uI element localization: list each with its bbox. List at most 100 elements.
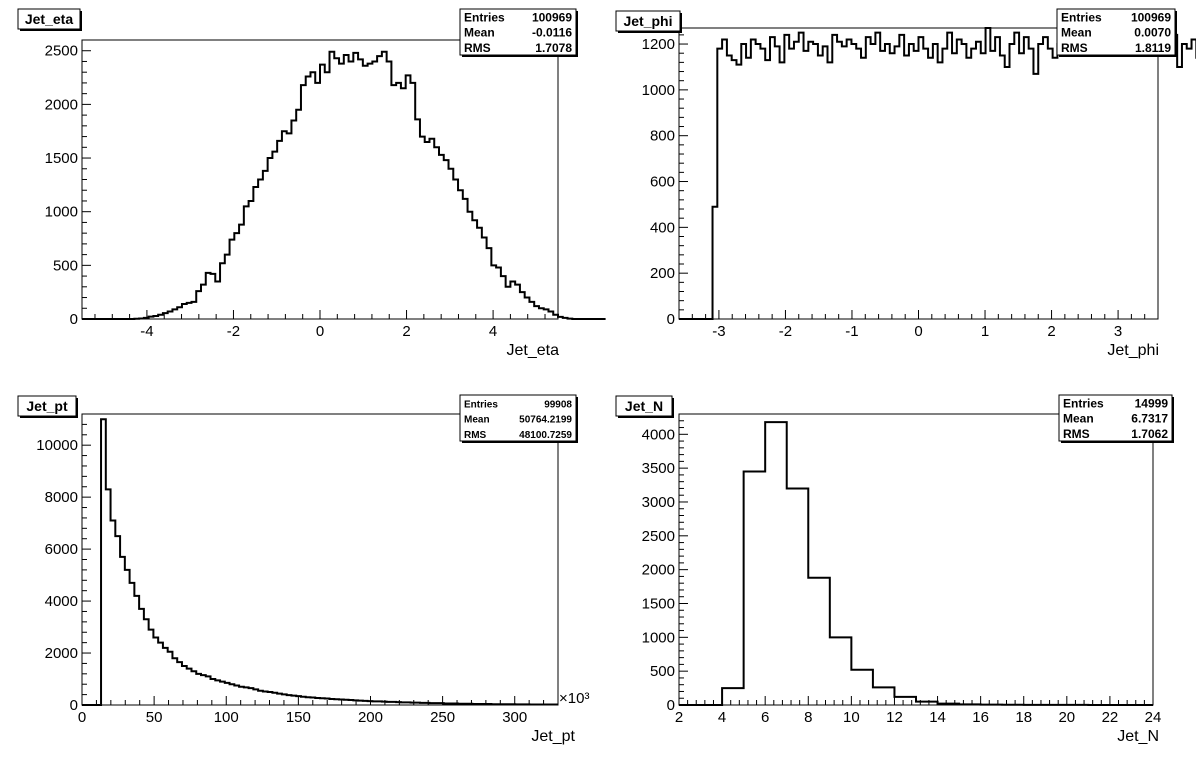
histogram-bin — [115, 536, 120, 705]
stats-value: 48100.7259 — [519, 430, 572, 441]
histogram-bin — [291, 120, 296, 319]
x-tick-label: 20 — [1058, 709, 1075, 726]
histogram-bin — [1033, 74, 1038, 319]
y-tick-label: 0 — [667, 697, 675, 714]
histogram-bin — [1077, 46, 1082, 319]
y-tick-label: 600 — [650, 174, 675, 191]
y-tick-label: 1500 — [45, 150, 78, 167]
x-axis-title: Jet_N — [1117, 728, 1159, 745]
histogram-bin — [191, 302, 196, 319]
chart-title: Jet_pt — [26, 398, 68, 414]
histogram-bin — [1134, 33, 1139, 319]
histogram-bin — [808, 578, 830, 705]
histogram-bin — [249, 201, 254, 319]
x-tick-label: -2 — [779, 323, 792, 340]
histogram-bin — [923, 49, 928, 319]
stats-value: 99908 — [544, 399, 572, 410]
histogram-bin — [722, 39, 727, 319]
histogram-bin — [894, 697, 916, 705]
y-tick-label: 4000 — [642, 426, 675, 443]
title-box — [615, 10, 681, 32]
histogram-bars — [101, 419, 558, 705]
histogram-bars — [713, 28, 1196, 319]
histogram-bin — [268, 158, 273, 319]
histogram-bin — [947, 33, 952, 319]
histogram-bin — [895, 46, 900, 319]
histogram-bin — [1168, 49, 1173, 319]
histogram-bin — [914, 51, 919, 319]
x-axis-multiplier: ×10³ — [559, 690, 589, 707]
x-tick-label: 4 — [718, 709, 726, 726]
histogram-bin — [491, 265, 496, 319]
histogram-bin — [420, 137, 425, 319]
histogram-bin — [1005, 67, 1010, 319]
histogram-bin — [272, 693, 277, 705]
histogram-bin — [253, 187, 258, 319]
histogram-bin — [756, 44, 761, 319]
histogram-bin — [837, 42, 842, 319]
histogram-bin — [1019, 53, 1024, 319]
histogram-bin — [1048, 49, 1053, 319]
x-tick-label: 2 — [675, 709, 683, 726]
histogram-bin — [225, 255, 230, 319]
histogram-bin — [353, 53, 358, 319]
histogram-bin — [387, 61, 392, 319]
histogram-bin — [880, 51, 885, 319]
histogram-bin — [334, 58, 339, 319]
histogram-bin — [1105, 51, 1110, 319]
histogram-bin — [885, 44, 890, 319]
histogram-bin — [130, 583, 135, 705]
stats-value: 6.7317 — [1131, 412, 1168, 426]
histogram-bin — [349, 61, 354, 319]
histogram-bin — [966, 58, 971, 319]
stats-value: 0.0070 — [1134, 26, 1171, 40]
histogram-bin — [760, 49, 765, 319]
histogram-bin — [344, 55, 349, 319]
histogram-bin — [111, 521, 116, 705]
x-tick-label: 22 — [1102, 709, 1119, 726]
histogram-bin — [751, 39, 756, 319]
histogram-bin — [875, 33, 880, 319]
histogram-bin — [813, 44, 818, 319]
histogram-bin — [177, 662, 182, 705]
histogram-bin — [787, 488, 809, 705]
histogram-bin — [952, 53, 957, 319]
plot-frame — [678, 27, 1159, 320]
histogram-bin — [168, 652, 173, 705]
stats-label: RMS — [1061, 41, 1088, 55]
histogram-bin — [253, 689, 258, 705]
histogram-bin — [444, 160, 449, 319]
histogram-bin — [1024, 37, 1029, 319]
stats-value: 100969 — [1131, 10, 1171, 24]
histogram-bin — [449, 169, 454, 319]
histogram-bin — [249, 688, 254, 705]
x-tick-label: -3 — [712, 323, 725, 340]
stats-value: 1.7078 — [535, 41, 572, 55]
histogram-bin — [1072, 42, 1077, 319]
histogram-bin — [1014, 33, 1019, 319]
histogram-bin — [372, 61, 377, 319]
histogram-bin — [330, 52, 335, 319]
x-tick-label: 24 — [1145, 709, 1162, 726]
histogram-outline — [82, 418, 558, 706]
x-tick-label: 50 — [146, 709, 163, 726]
histogram-bin — [765, 60, 770, 319]
title-box — [615, 395, 673, 417]
y-tick-label: 400 — [650, 219, 675, 236]
y-tick-label: 1000 — [642, 82, 675, 99]
panel-jet-eta: -4 -2 0 2 4 0 500 1000 1500 2000 2500 Jet_eta Jet_et… — [17, 8, 606, 359]
histogram-bin — [856, 49, 861, 319]
y-tick-label: 2500 — [642, 528, 675, 545]
histogram-bin — [425, 142, 430, 319]
stats-label: Entries — [464, 399, 498, 410]
histogram-bin — [415, 119, 420, 319]
histogram-bin — [406, 75, 411, 319]
stats-box — [1056, 8, 1176, 56]
stats-value: 50764.2199 — [519, 415, 572, 426]
title-box — [17, 395, 77, 417]
histogram-bin — [234, 233, 239, 319]
histogram-bin — [215, 680, 220, 705]
histogram-bin — [1053, 58, 1058, 319]
x-tick-label: 100 — [214, 709, 239, 726]
